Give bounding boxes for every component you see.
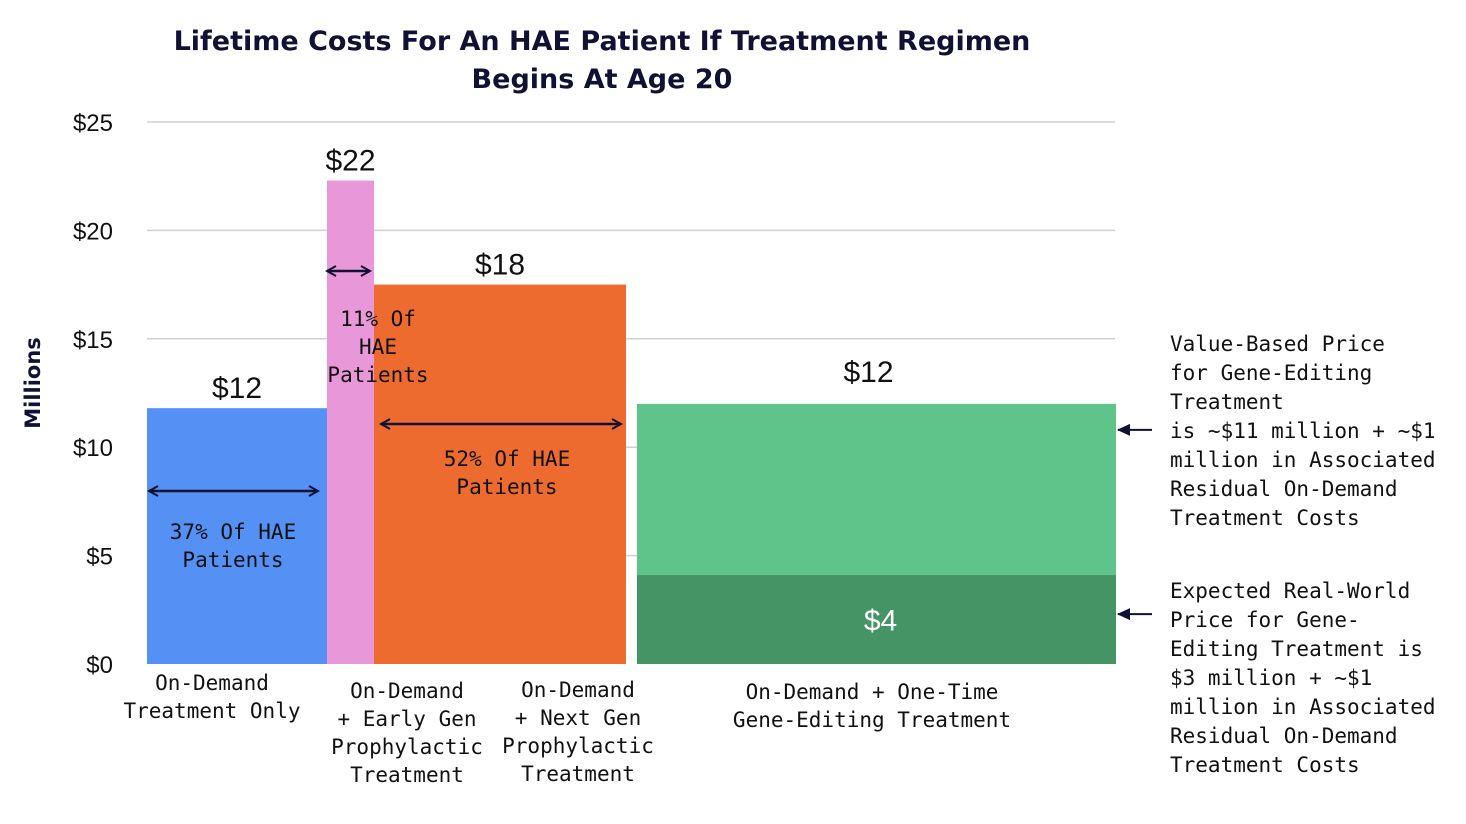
annotation-line: Treatment xyxy=(1170,390,1284,414)
category-label-line: On-Demand xyxy=(521,678,635,702)
bar-labels: $12 $22 $18 $4 $12 xyxy=(212,145,897,638)
annotation-line: Treatment Costs xyxy=(1170,753,1360,777)
category-label-line: Gene-Editing Treatment xyxy=(733,708,1011,732)
bar xyxy=(327,180,374,664)
annotation-line: Residual On-Demand xyxy=(1170,724,1398,748)
annotation-line: Treatment Costs xyxy=(1170,506,1360,530)
annotation-line: Editing Treatment is xyxy=(1170,637,1423,661)
annotation-line: Expected Real-World xyxy=(1170,579,1410,603)
share-label-line: Patients xyxy=(456,475,557,499)
annotation-line: million in Associated xyxy=(1170,448,1436,472)
chart-title-line-2: Begins At Age 20 xyxy=(472,64,733,95)
category-label-line: + Early Gen xyxy=(337,707,476,731)
bar-segment-lower xyxy=(637,575,1116,664)
category-label-line: Treatment xyxy=(521,762,635,786)
bars xyxy=(147,180,1116,664)
category-label-line: On-Demand + One-Time xyxy=(746,680,999,704)
category-labels: On-Demand Treatment Only On-Demand + Early … xyxy=(123,671,1011,787)
bar-value-label: $18 xyxy=(475,249,525,282)
category-label-line: Treatment Only xyxy=(123,699,300,723)
category-label-line: + Next Gen xyxy=(515,706,641,730)
share-arrows: 37% Of HAE Patients 11% Of HAE Patients 52% O… xyxy=(149,271,621,572)
annotations: Value-Based Price for Gene-Editing Treatme… xyxy=(1117,332,1436,777)
y-axis-label: Millions xyxy=(21,337,45,429)
bar-value-label: $22 xyxy=(325,145,375,178)
y-tick-label: $0 xyxy=(86,652,113,679)
annotation-line: $3 million + ~$1 xyxy=(1170,666,1372,690)
y-tick-label: $20 xyxy=(73,218,113,245)
share-label-line: HAE xyxy=(359,335,397,359)
bar xyxy=(147,408,327,664)
bar xyxy=(374,284,626,664)
annotation-line: million in Associated xyxy=(1170,695,1436,719)
annotation-line: Value-Based Price xyxy=(1170,332,1385,356)
y-tick-label: $5 xyxy=(86,544,113,571)
category-label-line: Treatment xyxy=(350,763,464,787)
y-tick-label: $10 xyxy=(73,435,113,462)
category-label-line: Prophylactic xyxy=(502,734,654,758)
annotation-line: Residual On-Demand xyxy=(1170,477,1398,501)
bar-value-label: $12 xyxy=(843,356,893,389)
share-label-line: 11% Of xyxy=(340,307,416,331)
y-tick-labels: $0 $5 $10 $15 $20 $25 xyxy=(73,110,113,679)
share-label-line: Patients xyxy=(182,548,283,572)
category-label-line: Prophylactic xyxy=(331,735,483,759)
share-label-line: 52% Of HAE xyxy=(444,447,570,471)
y-tick-label: $15 xyxy=(73,327,113,354)
chart-title-line-1: Lifetime Costs For An HAE Patient If Tre… xyxy=(174,26,1031,57)
y-tick-label: $25 xyxy=(73,110,113,137)
bar-value-label: $12 xyxy=(212,372,262,405)
annotation-line: is ~$11 million + ~$1 xyxy=(1170,419,1436,443)
bar-lower-value-label: $4 xyxy=(864,605,897,638)
annotation-line: for Gene-Editing xyxy=(1170,361,1372,385)
category-label-line: On-Demand xyxy=(350,679,464,703)
share-label-line: Patients xyxy=(327,363,428,387)
category-label-line: On-Demand xyxy=(155,671,269,695)
annotation-line: Price for Gene- xyxy=(1170,608,1360,632)
share-label-line: 37% Of HAE xyxy=(170,520,296,544)
